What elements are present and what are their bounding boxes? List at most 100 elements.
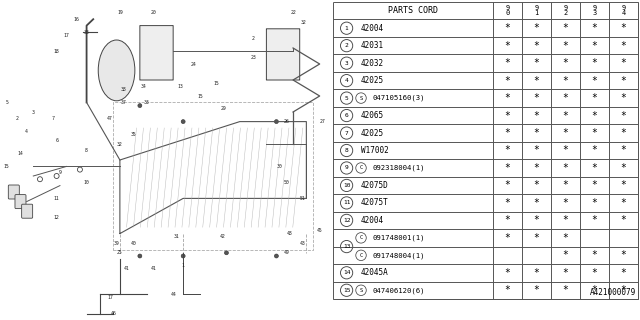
Circle shape (181, 254, 185, 258)
Text: *: * (563, 76, 568, 86)
Text: *: * (591, 250, 598, 260)
Text: 27: 27 (320, 119, 326, 124)
Text: 9
2: 9 2 (563, 5, 568, 17)
Text: *: * (621, 268, 627, 278)
Text: 42075T: 42075T (361, 198, 388, 207)
Text: 2: 2 (252, 36, 255, 41)
Text: *: * (621, 58, 627, 68)
Text: 48: 48 (287, 231, 292, 236)
Text: *: * (534, 163, 540, 173)
Text: *: * (505, 58, 511, 68)
Text: 51: 51 (300, 196, 306, 201)
Text: 15: 15 (4, 164, 10, 169)
Text: 11: 11 (343, 200, 350, 205)
Text: 14: 14 (17, 151, 23, 156)
Text: 9
1: 9 1 (534, 5, 539, 17)
Ellipse shape (98, 40, 135, 101)
Text: *: * (505, 163, 511, 173)
Text: *: * (563, 215, 568, 225)
Text: 32: 32 (117, 141, 123, 147)
Text: *: * (534, 41, 540, 51)
Text: *: * (534, 76, 540, 86)
Text: 12: 12 (54, 215, 60, 220)
Text: 42004: 42004 (361, 216, 384, 225)
Text: 091748001(1): 091748001(1) (372, 235, 425, 241)
Text: 42075D: 42075D (361, 181, 388, 190)
Text: 46: 46 (110, 311, 116, 316)
Text: 7: 7 (52, 116, 54, 121)
Text: 47: 47 (107, 116, 113, 121)
Circle shape (138, 104, 142, 108)
Text: 17: 17 (107, 295, 113, 300)
Text: 30: 30 (277, 164, 283, 169)
Text: *: * (534, 285, 540, 295)
Text: 11: 11 (54, 196, 60, 201)
Circle shape (275, 254, 278, 258)
Text: *: * (621, 198, 627, 208)
Circle shape (225, 251, 228, 255)
Text: 8: 8 (85, 148, 88, 153)
Text: *: * (591, 163, 598, 173)
Text: 15: 15 (343, 288, 350, 293)
Text: 43: 43 (300, 241, 306, 246)
Text: 42065: 42065 (361, 111, 384, 120)
Text: 19: 19 (117, 10, 123, 15)
Text: *: * (534, 215, 540, 225)
Text: 29: 29 (220, 106, 226, 111)
Text: *: * (563, 163, 568, 173)
Text: *: * (591, 285, 598, 295)
Text: 13: 13 (343, 244, 350, 249)
Text: 33: 33 (143, 100, 149, 105)
Text: *: * (563, 41, 568, 51)
Circle shape (181, 120, 185, 124)
Text: 9
0: 9 0 (506, 5, 509, 17)
Text: 34: 34 (140, 84, 146, 89)
Text: *: * (563, 233, 568, 243)
Text: 1: 1 (345, 26, 349, 31)
Text: *: * (591, 198, 598, 208)
Text: *: * (534, 23, 540, 33)
Text: *: * (534, 110, 540, 121)
Text: *: * (563, 110, 568, 121)
Text: *: * (591, 215, 598, 225)
Text: 42031: 42031 (361, 41, 384, 50)
FancyBboxPatch shape (8, 185, 19, 199)
Text: 25: 25 (117, 250, 123, 255)
Text: *: * (505, 215, 511, 225)
FancyBboxPatch shape (15, 195, 26, 209)
Text: 6: 6 (345, 113, 349, 118)
Text: *: * (621, 180, 627, 190)
FancyBboxPatch shape (266, 29, 300, 80)
Text: 20: 20 (150, 10, 156, 15)
Text: *: * (621, 41, 627, 51)
Text: *: * (591, 128, 598, 138)
Text: *: * (534, 198, 540, 208)
Text: *: * (505, 23, 511, 33)
Text: *: * (534, 146, 540, 156)
Text: *: * (621, 110, 627, 121)
FancyBboxPatch shape (22, 204, 33, 218)
Text: *: * (621, 76, 627, 86)
Text: 047406120(6): 047406120(6) (372, 287, 425, 293)
Text: C: C (360, 235, 363, 240)
Text: 15: 15 (197, 93, 203, 99)
Text: 22: 22 (290, 10, 296, 15)
Text: *: * (505, 198, 511, 208)
Text: 42004: 42004 (361, 24, 384, 33)
Text: *: * (591, 23, 598, 33)
Text: 49: 49 (284, 250, 289, 255)
Text: *: * (505, 285, 511, 295)
Text: 24: 24 (190, 61, 196, 67)
Text: *: * (505, 268, 511, 278)
Text: 42: 42 (220, 234, 226, 239)
Text: 13: 13 (177, 84, 182, 89)
Text: *: * (591, 180, 598, 190)
Text: 42045A: 42045A (361, 268, 388, 277)
Text: *: * (621, 285, 627, 295)
Text: 1: 1 (182, 263, 184, 268)
Text: 23: 23 (250, 55, 256, 60)
Text: 26: 26 (284, 119, 289, 124)
Text: *: * (563, 250, 568, 260)
Text: *: * (563, 285, 568, 295)
Text: 18: 18 (54, 49, 60, 54)
